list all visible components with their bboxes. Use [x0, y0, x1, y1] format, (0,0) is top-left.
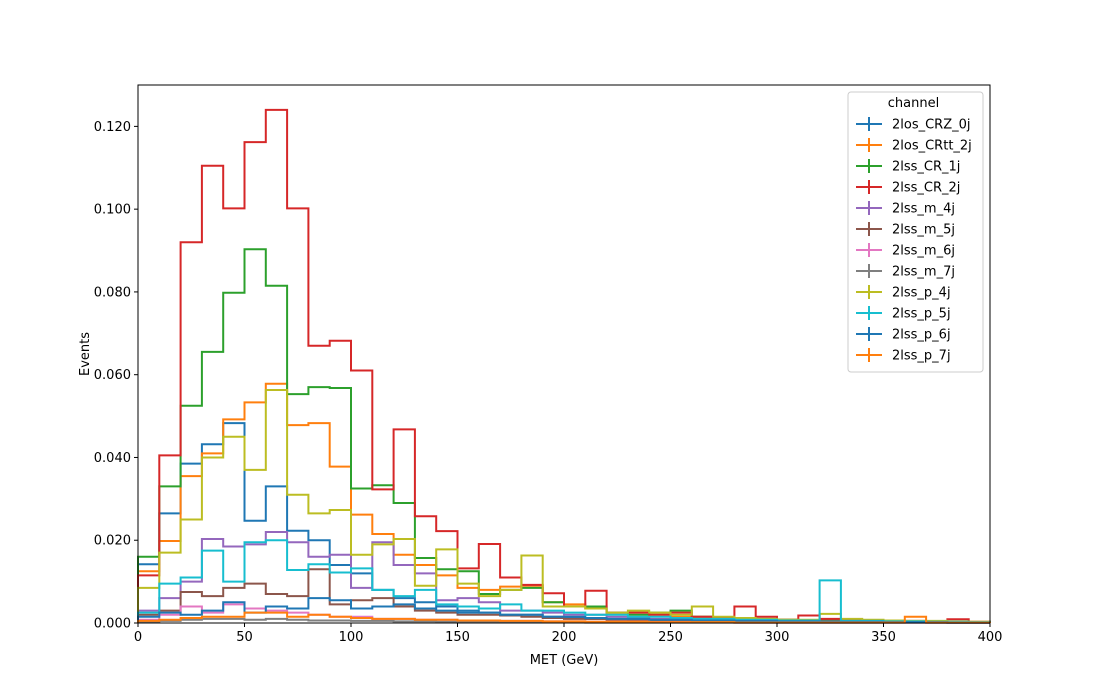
x-tick-label: 350	[871, 630, 896, 645]
x-tick-label: 50	[236, 630, 253, 645]
y-tick-label: 0.060	[94, 368, 131, 383]
y-tick-label: 0.000	[94, 617, 131, 632]
y-axis-label: Events	[78, 332, 93, 376]
x-tick-label: 300	[765, 630, 790, 645]
x-tick-label: 150	[445, 630, 470, 645]
legend: channel 2los_CRZ_0j 2los_CRtt_2j 2lss_CR_1j…	[847, 91, 984, 373]
y-tick-label: 0.120	[94, 120, 131, 135]
legend-entry-label: 2los_CRZ_0j	[892, 118, 971, 133]
y-tick-label: 0.100	[94, 203, 131, 218]
legend-entry-label: 2lss_m_6j	[892, 244, 955, 259]
y-tick-label: 0.080	[94, 285, 131, 300]
x-tick-label: 250	[658, 630, 683, 645]
x-axis: 0 50 100 150 200 250 300 350 400	[134, 623, 1003, 645]
plot-area	[137, 84, 991, 624]
x-tick-label: 100	[339, 630, 364, 645]
legend-entry-label: 2lss_m_7j	[892, 265, 955, 280]
legend-entry-label: 2lss_m_5j	[892, 223, 955, 238]
legend-entry-label: 2lss_p_6j	[892, 328, 951, 343]
legend-entry-label: 2lss_CR_1j	[892, 160, 960, 175]
legend-entry-label: 2lss_m_4j	[892, 202, 955, 217]
y-tick-label: 0.020	[94, 534, 131, 549]
x-tick-label: 400	[978, 630, 1003, 645]
y-tick-label: 0.040	[94, 451, 131, 466]
legend-entry-label: 2lss_p_4j	[892, 286, 951, 301]
legend-entry-label: 2lss_p_7j	[892, 349, 951, 364]
series-line-2lss_p_5j	[137, 539, 991, 624]
legend-box	[847, 91, 984, 373]
legend-title: channel	[888, 96, 939, 111]
y-axis: 0.000 0.020 0.040 0.060 0.080 0.100 0.120	[94, 120, 138, 632]
x-tick-label: 200	[552, 630, 577, 645]
legend-entry-label: 2los_CRtt_2j	[892, 139, 972, 154]
series-layer	[137, 108, 991, 624]
legend-entry-label: 2lss_CR_2j	[892, 181, 960, 196]
x-tick-label: 0	[134, 630, 142, 645]
x-axis-label: MET (GeV)	[530, 653, 599, 668]
legend-entry-label: 2lss_p_5j	[892, 307, 951, 322]
